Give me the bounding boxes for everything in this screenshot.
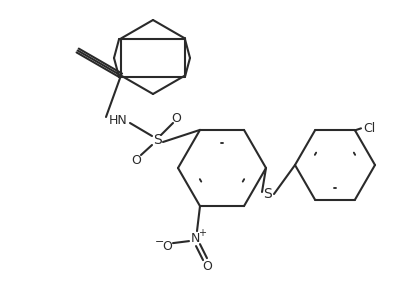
- Text: O: O: [202, 260, 212, 273]
- Text: O: O: [162, 239, 172, 253]
- Text: N: N: [190, 232, 200, 245]
- Text: Cl: Cl: [363, 122, 375, 135]
- Text: −: −: [155, 237, 165, 247]
- Text: S: S: [264, 187, 272, 201]
- Text: O: O: [131, 153, 141, 166]
- Text: O: O: [171, 111, 181, 125]
- Text: HN: HN: [109, 113, 127, 127]
- Text: S: S: [153, 133, 161, 147]
- Text: +: +: [198, 228, 206, 238]
